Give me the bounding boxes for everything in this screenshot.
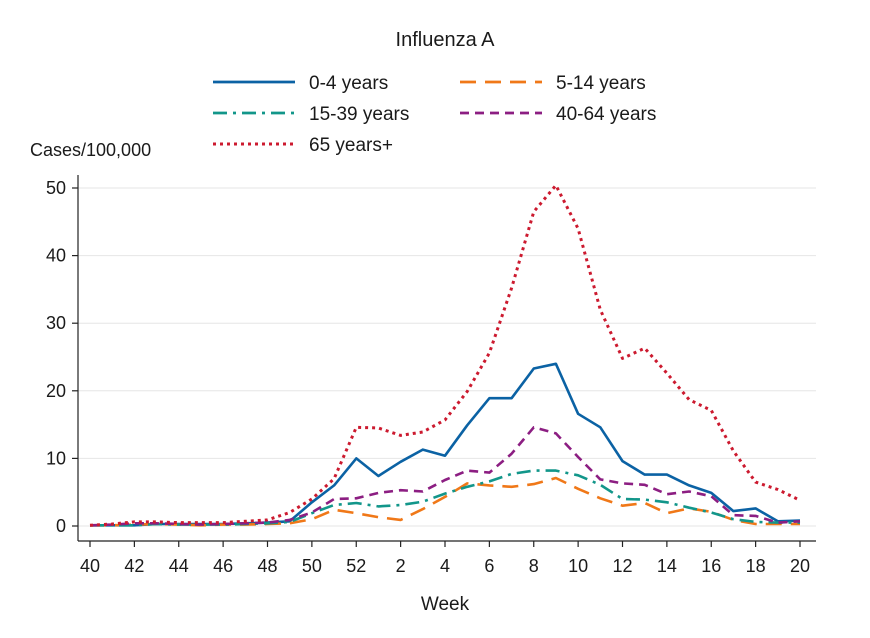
y-tick-label: 30 — [46, 313, 66, 333]
x-tick-label: 42 — [124, 556, 144, 576]
x-tick-label: 52 — [346, 556, 366, 576]
x-tick-label: 16 — [701, 556, 721, 576]
legend-item: 15-39 years — [213, 104, 409, 125]
y-tick-label: 50 — [46, 178, 66, 198]
y-axis-label: Cases/100,000 — [30, 140, 151, 160]
x-tick-label: 20 — [790, 556, 810, 576]
x-tick-label: 2 — [396, 556, 406, 576]
legend-item: 5-14 years — [460, 73, 646, 94]
legend: 0-4 years 5-14 years 15-39 years 40-64 year… — [213, 73, 656, 156]
y-tick-label: 0 — [56, 516, 66, 536]
x-tick-label: 6 — [484, 556, 494, 576]
legend-item: 0-4 years — [213, 73, 388, 94]
chart-title: Influenza A — [396, 29, 496, 51]
legend-label: 0-4 years — [309, 73, 388, 94]
y-tick-label: 20 — [46, 381, 66, 401]
gridlines — [78, 187, 816, 527]
x-tick-label: 14 — [657, 556, 677, 576]
x-tick-label: 18 — [746, 556, 766, 576]
series-lines — [89, 183, 801, 527]
legend-item: 40-64 years — [460, 104, 656, 125]
x-tick-label: 10 — [568, 556, 588, 576]
legend-label: 15-39 years — [309, 104, 409, 125]
series-line-65-years — [89, 183, 801, 527]
y-tick-label: 10 — [46, 448, 66, 468]
series-line-5-14-years — [90, 476, 800, 527]
series-line-15-39-years — [90, 469, 800, 527]
x-tick-label: 4 — [440, 556, 450, 576]
x-tick-label: 44 — [169, 556, 189, 576]
x-tick-label: 48 — [257, 556, 277, 576]
series-line-40-64-years — [89, 425, 801, 527]
legend-label: 5-14 years — [556, 73, 646, 94]
legend-label: 40-64 years — [556, 104, 656, 125]
x-axis-label: Week — [421, 594, 470, 615]
x-tick-label: 46 — [213, 556, 233, 576]
x-tick-label: 8 — [529, 556, 539, 576]
x-tick-label: 12 — [612, 556, 632, 576]
legend-item: 65 years+ — [213, 135, 393, 156]
y-tick-label: 40 — [46, 246, 66, 266]
x-tick-label: 50 — [302, 556, 322, 576]
series-line-0-4-years — [90, 362, 801, 527]
x-tick-label: 40 — [80, 556, 100, 576]
legend-label: 65 years+ — [309, 135, 393, 156]
